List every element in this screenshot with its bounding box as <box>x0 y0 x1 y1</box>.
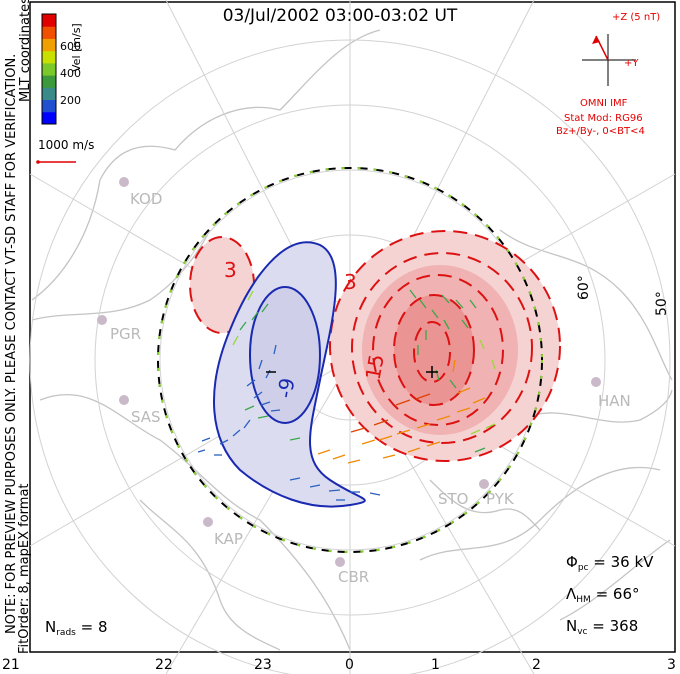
imf-condition: Bz+/By-, 0<BT<4 <box>556 126 645 137</box>
fit-order-note: FitOrder: 8, mapEX format <box>17 483 32 654</box>
positive-potential-cell <box>329 230 561 462</box>
station-han: HAN <box>598 392 631 410</box>
station-pyk: PYK <box>486 490 514 508</box>
colorbar-swatch <box>42 38 56 52</box>
colorbar-swatch <box>42 14 56 27</box>
mlt-tick-3: 3 <box>667 657 676 673</box>
colorbar-outline <box>41 13 57 125</box>
colorbar-swatch <box>42 50 56 64</box>
contour-label-3: 3 <box>344 270 357 294</box>
latitude-label-50: 50° <box>654 291 670 316</box>
negative-potential-cell <box>213 241 366 508</box>
station-kod: KOD <box>130 190 163 208</box>
station-markers <box>97 177 601 567</box>
colorbar <box>41 13 57 125</box>
stat-n-vc: Nvc = 368 <box>566 617 639 637</box>
contour-label-15: 15 <box>360 352 389 382</box>
stat-phi-pc: Φpc = 36 kV <box>566 553 654 573</box>
contour-label-3-left: 3 <box>224 258 237 282</box>
extremum-max: + <box>428 364 429 365</box>
contour-label-neg9: -9 <box>272 376 300 400</box>
hm-boundary-dots <box>157 167 543 553</box>
colorbar-tick-600: 600 <box>60 40 81 53</box>
stat-lambda-hm: ΛHM = 66° <box>566 585 640 605</box>
colorbar-swatch <box>42 26 56 39</box>
mlt-tick-2: 2 <box>532 657 541 673</box>
colorbar-swatch <box>42 87 56 101</box>
station-sas: SAS <box>131 408 161 426</box>
stat-n-rads: Nrads = 8 <box>45 618 108 638</box>
mlt-tick-1: 1 <box>431 657 440 673</box>
station-pgr: PGR <box>110 325 142 343</box>
scale-vector-label: 1000 m/s <box>38 138 95 152</box>
colorbar-swatch <box>42 62 56 76</box>
scale-vector-line <box>36 160 76 164</box>
imf-z-label: +Z (5 nT) <box>612 12 661 23</box>
colorbar-swatch <box>42 111 56 125</box>
coastlines <box>31 29 673 651</box>
colorbar-label: Vel [m/s] <box>70 23 83 72</box>
coordinates-label: MLT coordinates <box>18 0 33 102</box>
station-kap: KAP <box>214 530 243 548</box>
colorbar-tick-400: 400 <box>60 67 81 80</box>
mlt-tick-0: 0 <box>345 657 354 673</box>
imf-stat-model: Stat Mod: RG96 <box>564 113 643 124</box>
mlt-tick-23: 23 <box>254 657 272 673</box>
colorbar-swatch <box>42 99 56 113</box>
colorbar-tick-200: 200 <box>60 94 81 107</box>
station-sto: STO <box>438 490 469 508</box>
imf-clock-dial <box>582 34 636 86</box>
imf-y-label: +Y <box>624 58 639 69</box>
mlt-tick-21: 21 <box>2 657 20 673</box>
latitude-label-60: 60° <box>576 275 592 300</box>
map-title: 03/Jul/2002 03:00-03:02 UT <box>222 6 458 26</box>
plot-frame <box>29 1 676 653</box>
potential-extrema <box>266 366 438 378</box>
colorbar-swatch <box>42 75 56 88</box>
imf-source: OMNI IMF <box>580 98 628 109</box>
station-cbr: CBR <box>338 568 370 586</box>
mlt-tick-22: 22 <box>155 657 173 673</box>
